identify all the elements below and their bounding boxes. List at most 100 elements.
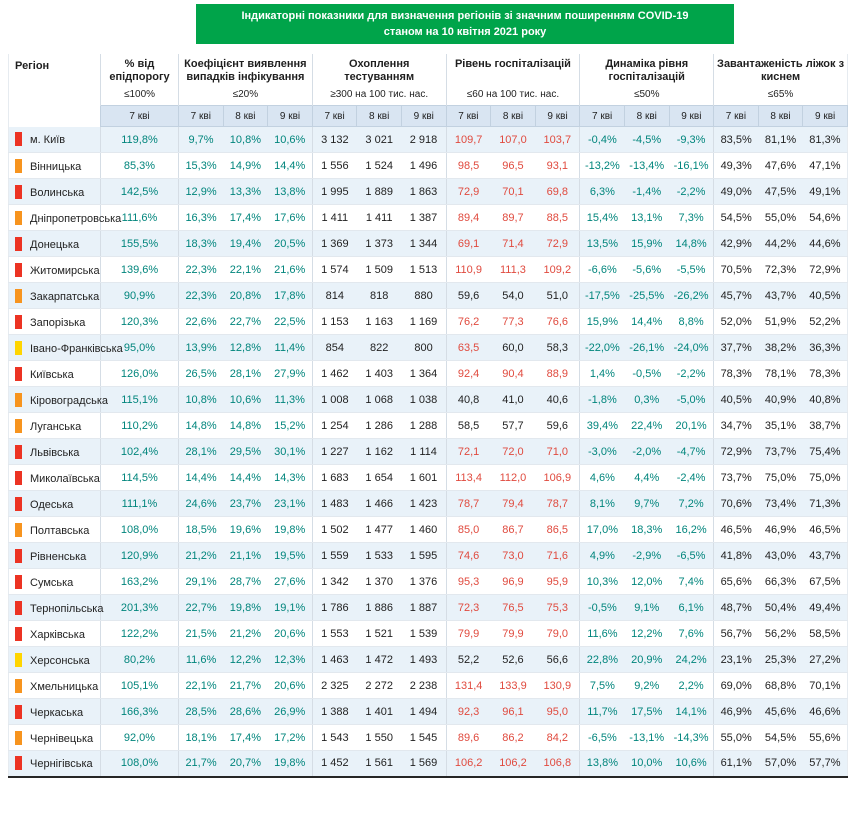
- beds-value: 66,3%: [758, 568, 803, 595]
- table-row: Закарпатська 90,9% 22,3% 20,8% 17,8% 814 818 88…: [8, 282, 848, 309]
- coef-value: 11,4%: [267, 334, 313, 361]
- testing-value: 1 533: [356, 542, 402, 569]
- beds-value: 40,5%: [802, 282, 848, 309]
- hosp-value: 89,4: [445, 204, 491, 231]
- beds-value: 41,8%: [713, 542, 759, 569]
- dyn-value: 15,4%: [579, 204, 625, 231]
- region-cell: Полтавська: [8, 516, 101, 543]
- testing-value: 1 472: [356, 646, 402, 673]
- hosp-value: 52,2: [445, 646, 491, 673]
- region-name: Львівська: [30, 446, 80, 459]
- testing-value: 1 466: [356, 490, 402, 517]
- testing-value: 1 545: [401, 724, 447, 751]
- dyn-value: 17,5%: [624, 698, 670, 725]
- pct_epid-value: 201,3%: [100, 594, 179, 621]
- testing-value: 1 493: [401, 646, 447, 673]
- beds-value: 34,7%: [713, 412, 759, 439]
- coef-value: 21,1%: [223, 542, 268, 569]
- region-cell: Миколаївська: [8, 464, 101, 491]
- coef-value: 27,9%: [267, 360, 313, 387]
- hosp-value: 86,2: [490, 724, 536, 751]
- hosp-value: 72,1: [445, 438, 491, 465]
- testing-value: 1 601: [401, 464, 447, 491]
- region-name: Полтавська: [30, 524, 90, 537]
- beds-value: 43,0%: [758, 542, 803, 569]
- region-name: Волинська: [30, 186, 85, 199]
- dyn-value: 4,4%: [624, 464, 670, 491]
- dyn-value: 10,0%: [624, 750, 670, 777]
- hosp-value: 111,3: [490, 256, 536, 283]
- testing-value: 1 162: [356, 438, 402, 465]
- region-name: Запорізька: [30, 316, 86, 329]
- region-name: Хмельницька: [30, 680, 99, 693]
- coef-value: 14,9%: [223, 152, 268, 179]
- dyn-value: 24,2%: [669, 646, 714, 673]
- date-header-hosp: 7 кві: [445, 105, 492, 127]
- coef-value: 21,6%: [267, 256, 313, 283]
- dyn-value: -2,4%: [669, 464, 714, 491]
- beds-value: 57,7%: [802, 750, 848, 777]
- hosp-value: 112,0: [490, 464, 536, 491]
- dyn-value: -5,6%: [624, 256, 670, 283]
- testing-value: 1 038: [401, 386, 447, 413]
- region-cell: Черкаська: [8, 698, 101, 725]
- beds-value: 55,0%: [713, 724, 759, 751]
- testing-value: 1 483: [311, 490, 357, 517]
- table-row: Тернопільська 201,3% 22,7% 19,8% 19,1% 1 786 1…: [8, 594, 848, 621]
- region-name: Херсонська: [30, 654, 90, 667]
- coef-value: 12,2%: [223, 646, 268, 673]
- beds-value: 78,1%: [758, 360, 803, 387]
- testing-value: 854: [311, 334, 357, 361]
- region-name: Івано-Франківська: [30, 342, 123, 355]
- table-row: Сумська 163,2% 29,1% 28,7% 27,6% 1 342 1 370 1 …: [8, 568, 848, 595]
- coef-value: 28,7%: [223, 568, 268, 595]
- pct_epid-value: 110,2%: [100, 412, 179, 439]
- coef-value: 22,5%: [267, 308, 313, 335]
- hosp-value: 88,5: [535, 204, 580, 231]
- testing-value: 1 411: [311, 204, 357, 231]
- hosp-value: 52,6: [490, 646, 536, 673]
- coef-value: 17,6%: [267, 204, 313, 231]
- hosp-value: 106,8: [535, 750, 580, 777]
- dyn-value: 7,2%: [669, 490, 714, 517]
- testing-value: 1 411: [356, 204, 402, 231]
- table-row: Київська 126,0% 26,5% 28,1% 27,9% 1 462 1 403 1…: [8, 360, 848, 387]
- hosp-value: 70,1: [490, 178, 536, 205]
- dyn-value: -5,5%: [669, 256, 714, 283]
- coef-value: 20,5%: [267, 230, 313, 257]
- hosp-value: 96,1: [490, 698, 536, 725]
- coef-value: 14,8%: [178, 412, 224, 439]
- beds-value: 46,6%: [802, 698, 848, 725]
- beds-value: 49,1%: [802, 178, 848, 205]
- region-cell: Вінницька: [8, 152, 101, 179]
- coef-value: 22,3%: [178, 282, 224, 309]
- hosp-value: 71,0: [535, 438, 580, 465]
- region-name: м. Київ: [30, 134, 66, 147]
- coef-value: 10,8%: [178, 386, 224, 413]
- coef-value: 19,8%: [223, 594, 268, 621]
- dyn-value: -5,0%: [669, 386, 714, 413]
- beds-value: 81,3%: [802, 126, 848, 153]
- date-header-coef: 9 кві: [267, 105, 313, 127]
- hosp-value: 41,0: [490, 386, 536, 413]
- testing-value: 1 889: [356, 178, 402, 205]
- header-group-row: Регіон % від епідпорогу ≤100% Коефіцієнт…: [8, 54, 848, 127]
- dyn-value: 15,9%: [579, 308, 625, 335]
- beds-value: 78,3%: [713, 360, 759, 387]
- beds-value: 71,3%: [802, 490, 848, 517]
- date-header-testing: 8 кві: [356, 105, 402, 127]
- hosp-value: 86,5: [535, 516, 580, 543]
- testing-value: 1 153: [311, 308, 357, 335]
- dyn-value: -13,1%: [624, 724, 670, 751]
- beds-value: 49,4%: [802, 594, 848, 621]
- testing-value: 814: [311, 282, 357, 309]
- testing-value: 1 683: [311, 464, 357, 491]
- dyn-value: -2,2%: [669, 360, 714, 387]
- pct_epid-value: 108,0%: [100, 516, 179, 543]
- table-row: Харківська 122,2% 21,5% 21,2% 20,6% 1 553 1 52…: [8, 620, 848, 647]
- testing-value: 1 863: [401, 178, 447, 205]
- testing-value: 1 886: [356, 594, 402, 621]
- coef-value: 14,4%: [178, 464, 224, 491]
- dyn-value: 7,3%: [669, 204, 714, 231]
- dyn-value: -2,9%: [624, 542, 670, 569]
